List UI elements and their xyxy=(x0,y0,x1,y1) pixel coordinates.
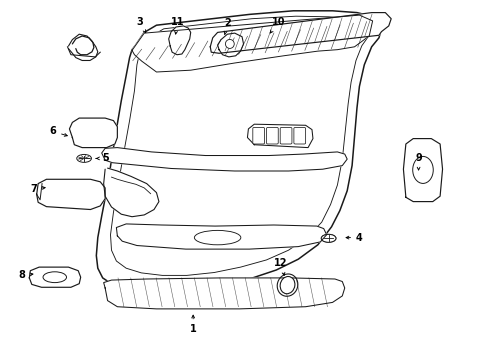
Polygon shape xyxy=(103,278,344,309)
Ellipse shape xyxy=(277,274,297,296)
FancyBboxPatch shape xyxy=(280,127,291,144)
Text: 10: 10 xyxy=(270,17,285,33)
FancyBboxPatch shape xyxy=(266,127,278,144)
FancyBboxPatch shape xyxy=(252,127,264,144)
Polygon shape xyxy=(37,179,105,210)
Text: 6: 6 xyxy=(49,126,67,136)
Text: 4: 4 xyxy=(346,233,362,243)
Polygon shape xyxy=(168,26,190,55)
Text: 12: 12 xyxy=(274,258,287,275)
Polygon shape xyxy=(247,124,312,148)
Polygon shape xyxy=(217,33,243,57)
Text: 8: 8 xyxy=(19,270,33,280)
Polygon shape xyxy=(132,15,372,72)
Text: 9: 9 xyxy=(414,153,421,170)
Polygon shape xyxy=(96,11,381,291)
Ellipse shape xyxy=(77,154,91,162)
Ellipse shape xyxy=(43,272,66,283)
Polygon shape xyxy=(102,148,346,171)
Ellipse shape xyxy=(225,40,234,49)
Ellipse shape xyxy=(194,230,240,245)
Polygon shape xyxy=(29,267,81,287)
Polygon shape xyxy=(69,118,117,148)
Text: 1: 1 xyxy=(189,315,196,334)
Text: 11: 11 xyxy=(170,17,184,34)
Polygon shape xyxy=(116,224,326,249)
Polygon shape xyxy=(210,13,390,53)
Text: 5: 5 xyxy=(96,153,108,163)
Ellipse shape xyxy=(412,156,432,183)
FancyBboxPatch shape xyxy=(293,127,305,144)
Polygon shape xyxy=(403,139,442,202)
Ellipse shape xyxy=(321,234,335,242)
Text: 3: 3 xyxy=(136,17,145,33)
Text: 7: 7 xyxy=(30,184,45,194)
Ellipse shape xyxy=(280,276,294,294)
Ellipse shape xyxy=(321,234,335,242)
Text: 2: 2 xyxy=(224,18,230,34)
Polygon shape xyxy=(103,168,159,217)
